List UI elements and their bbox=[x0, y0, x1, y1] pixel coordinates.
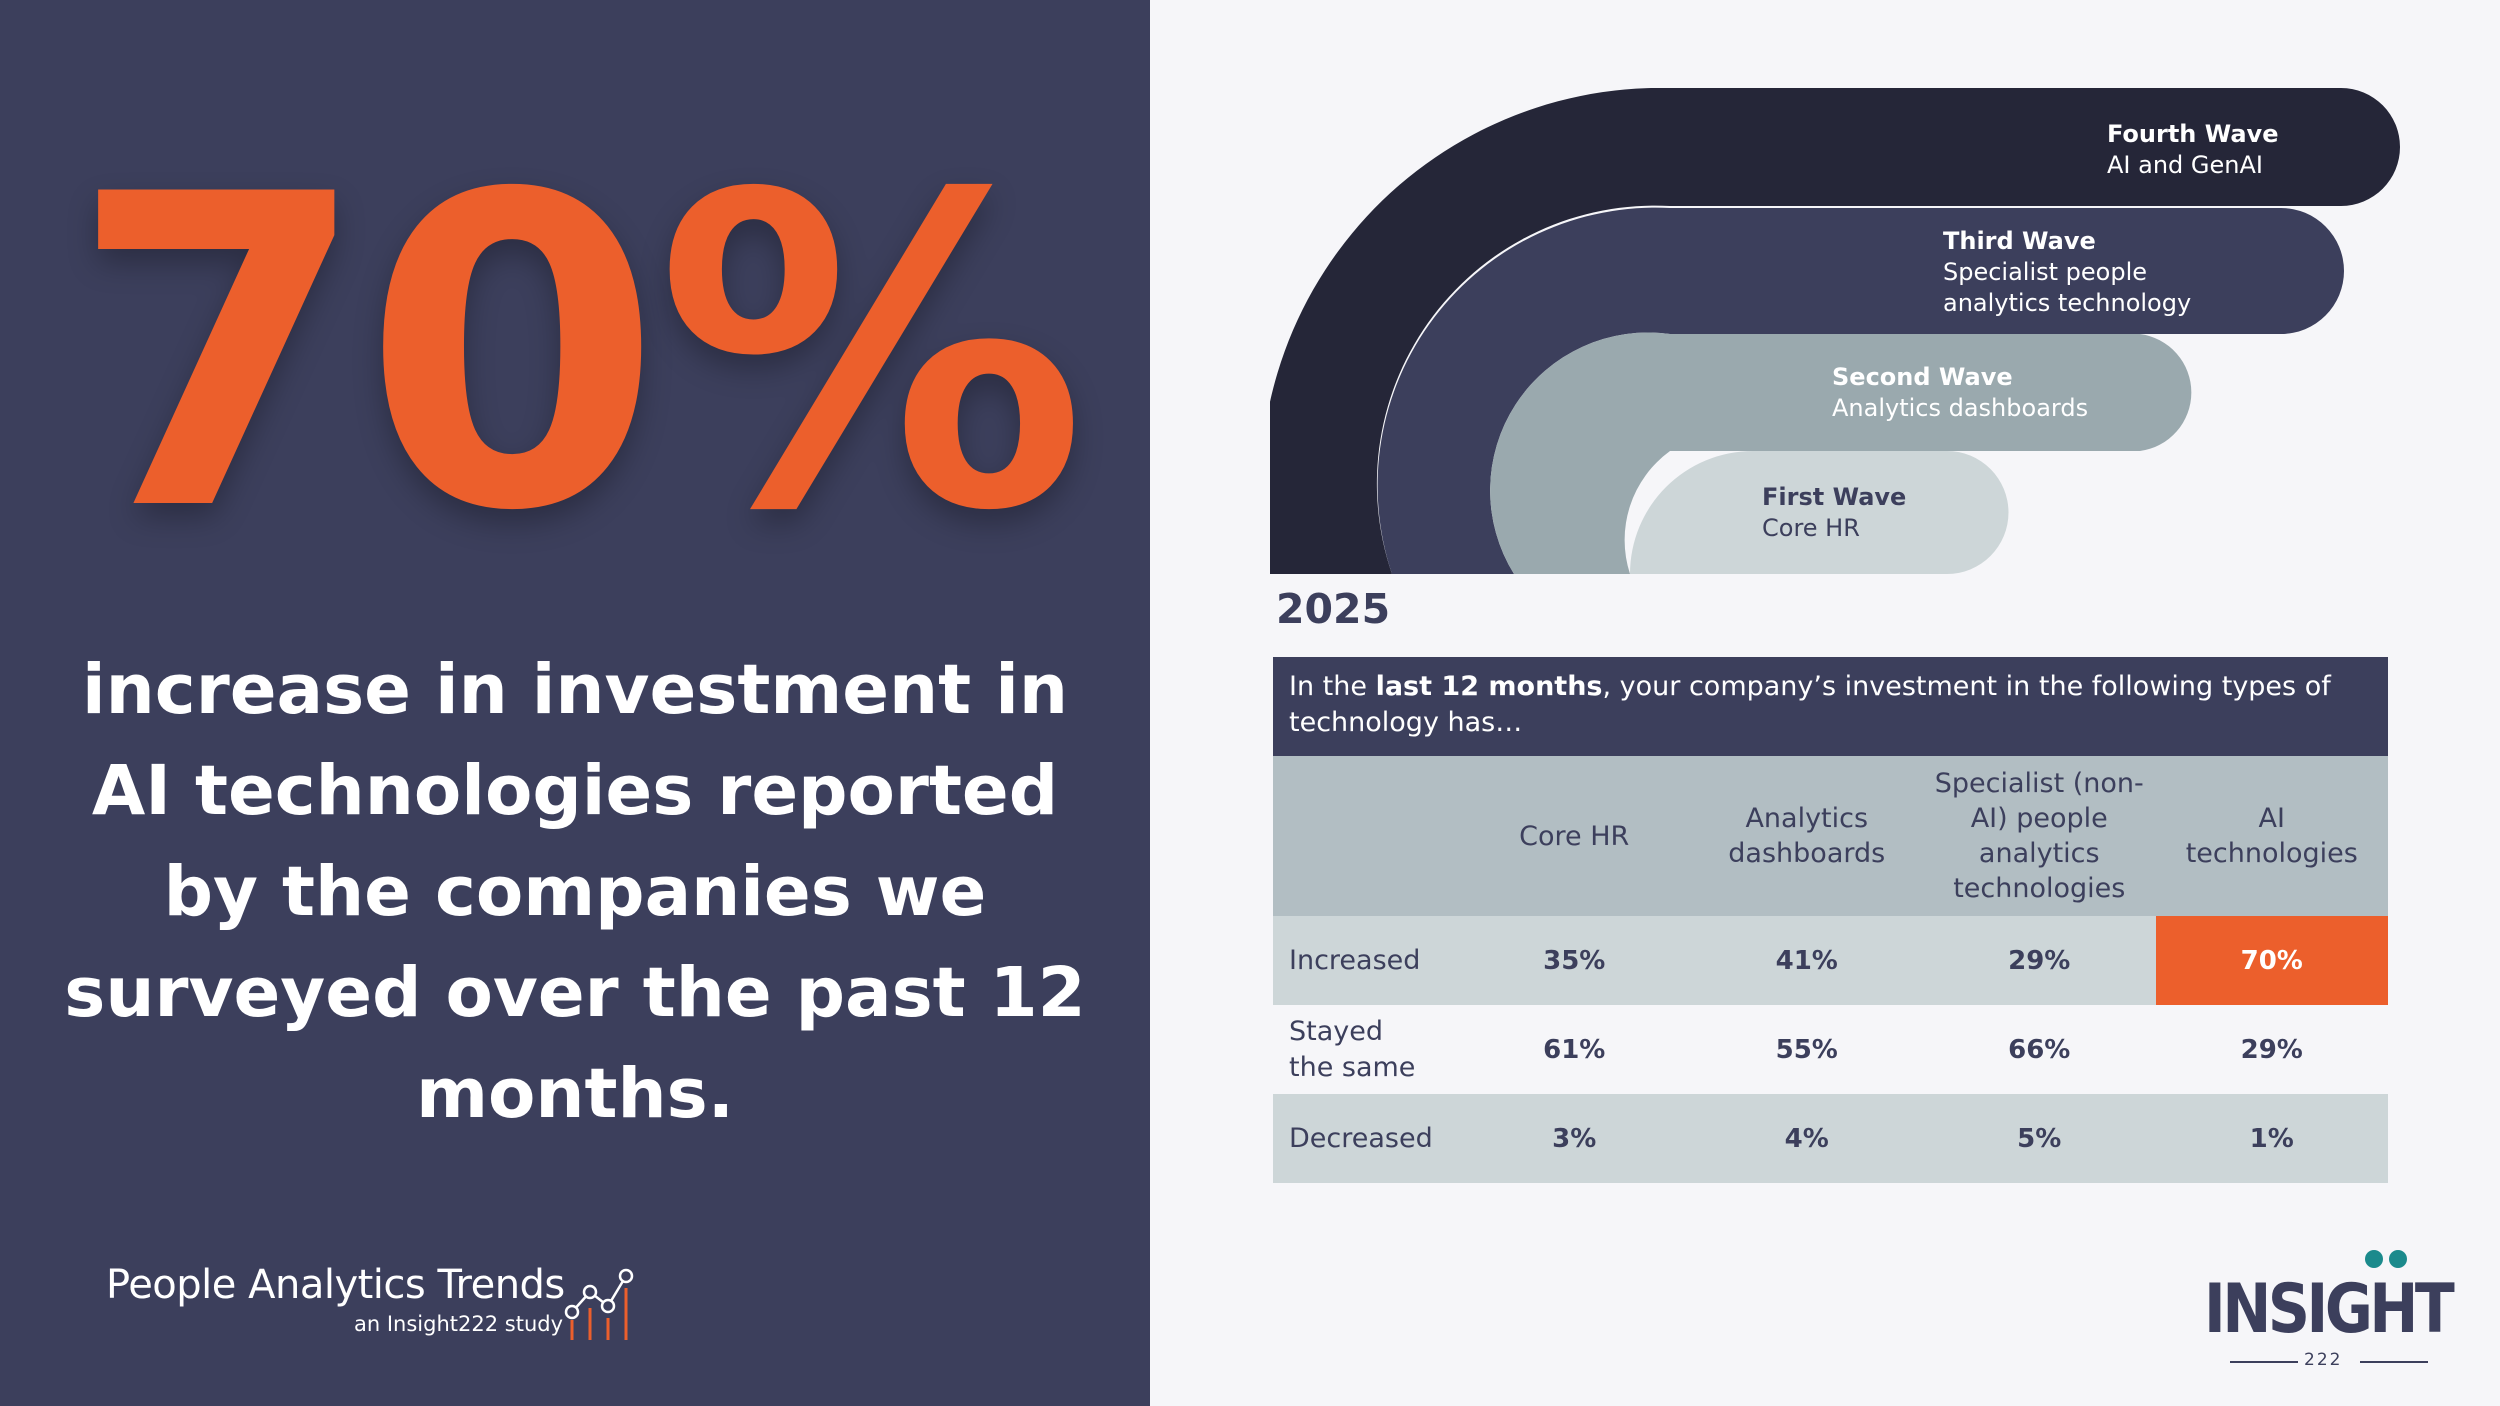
headline-percent: 70% bbox=[69, 105, 1086, 605]
table-cell: 55% bbox=[1775, 1034, 1838, 1065]
year-label: 2025 bbox=[1276, 585, 1391, 633]
insight222-logo: INSIGHT 222 bbox=[2200, 1248, 2460, 1373]
table-row: Increased 35% 41% 29% 70% bbox=[1273, 916, 2388, 1005]
people-icon bbox=[2365, 1250, 2407, 1268]
fourth-wave-label: Fourth Wave AI and GenAI bbox=[2107, 120, 2279, 179]
second-wave-label: Second Wave Analytics dashboards bbox=[1832, 363, 2089, 422]
logo-word: INSIGHT bbox=[2204, 1270, 2455, 1349]
logo-divider bbox=[2230, 1361, 2298, 1363]
first-wave-arc bbox=[1630, 451, 2009, 574]
column-header bbox=[1273, 756, 1458, 916]
first-wave-label: First Wave Core HR bbox=[1762, 483, 1907, 542]
row-label: Increased bbox=[1289, 944, 1421, 976]
brand-block: People Analytics Trends an Insight222 st… bbox=[106, 1262, 565, 1336]
brand-title: People Analytics Trends bbox=[106, 1262, 565, 1308]
fourth-wave-arc bbox=[1270, 88, 2400, 574]
column-header: Core HR bbox=[1519, 820, 1630, 852]
row-label: Stayed the same bbox=[1289, 1015, 1416, 1083]
table-cell: 61% bbox=[1543, 1034, 1606, 1065]
table-cell: 29% bbox=[2240, 1034, 2303, 1065]
headline-description: increase in investment in AI technologie… bbox=[64, 650, 1086, 1134]
brand-subtitle: an Insight222 study bbox=[354, 1312, 564, 1336]
trend-chart-icon bbox=[564, 1268, 634, 1340]
third-wave-arc bbox=[1377, 207, 2344, 574]
third-wave-label: Third Wave Specialist people analytics t… bbox=[1943, 227, 2192, 317]
investment-table: In the last 12 months, your company’s in… bbox=[1273, 657, 2388, 1183]
table-cell: 1% bbox=[2249, 1123, 2294, 1154]
column-header: Specialist (non-AI) people analytics tec… bbox=[1934, 768, 2144, 904]
technology-waves-diagram bbox=[1270, 88, 2400, 574]
logo-divider bbox=[2360, 1361, 2428, 1363]
table-cell: 4% bbox=[1784, 1123, 1829, 1154]
table-question: In the last 12 months, your company’s in… bbox=[1273, 657, 2388, 756]
table-row: Decreased 3% 4% 5% 1% bbox=[1273, 1094, 2388, 1183]
table-cell: 3% bbox=[1552, 1123, 1597, 1154]
left-panel: 70% increase in investment in AI technol… bbox=[0, 0, 1150, 1406]
table-row: Stayed the same 61% 55% 66% 29% bbox=[1273, 1005, 2388, 1094]
table-cell: 35% bbox=[1543, 945, 1606, 976]
table-cell: 5% bbox=[2017, 1123, 2062, 1154]
logo-number: 222 bbox=[2304, 1350, 2343, 1370]
column-header: AI technologies bbox=[2185, 803, 2358, 869]
table-cell: 66% bbox=[2008, 1034, 2071, 1065]
highlighted-cell: 70% bbox=[2155, 916, 2388, 1005]
second-wave-arc bbox=[1490, 332, 2192, 574]
table-cell: 29% bbox=[2008, 945, 2071, 976]
table-cell: 41% bbox=[1775, 945, 1838, 976]
table-header-row: Core HR Analytics dashboards Specialist … bbox=[1273, 756, 2388, 916]
column-header: Analytics dashboards bbox=[1728, 803, 1886, 869]
row-label: Decreased bbox=[1289, 1122, 1433, 1154]
